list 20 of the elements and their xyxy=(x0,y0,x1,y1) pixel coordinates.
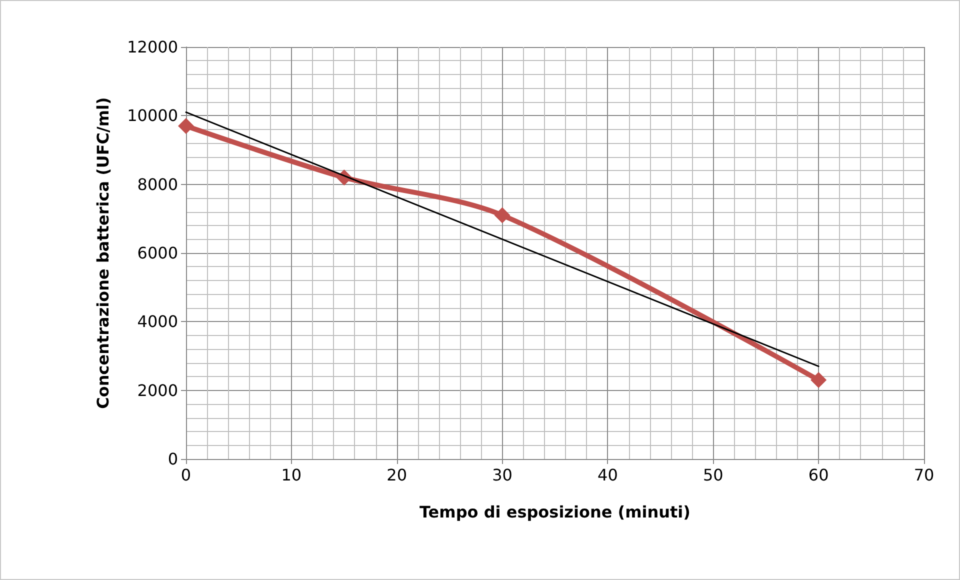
y-tick-label: 8000 xyxy=(137,174,178,194)
y-tick-label: 10000 xyxy=(127,106,178,126)
x-tick-label: 30 xyxy=(492,466,512,484)
x-tick-label: 60 xyxy=(808,466,829,484)
x-tick-label: 50 xyxy=(702,466,724,484)
point xyxy=(178,118,194,134)
point xyxy=(494,207,510,224)
x-tick-label: 10 xyxy=(281,466,302,484)
x-tick-label: 70 xyxy=(914,466,934,484)
y-axis-title: Concentrazione batterica (UFC/ml) xyxy=(94,97,112,409)
y-tick-label: 2000 xyxy=(137,380,178,400)
y-tick-label: 0 xyxy=(168,450,178,468)
y-tick-label: 4000 xyxy=(137,312,178,332)
x-tick-label: 0 xyxy=(180,466,192,484)
y-tick-label: 12000 xyxy=(127,38,178,56)
x-tick-label: 20 xyxy=(386,466,408,484)
x-axis-title: Tempo di esposizione (minuti) xyxy=(420,502,690,522)
point xyxy=(810,372,827,388)
y-tick-label: 6000 xyxy=(137,244,178,262)
x-tick-label: 40 xyxy=(598,466,618,484)
